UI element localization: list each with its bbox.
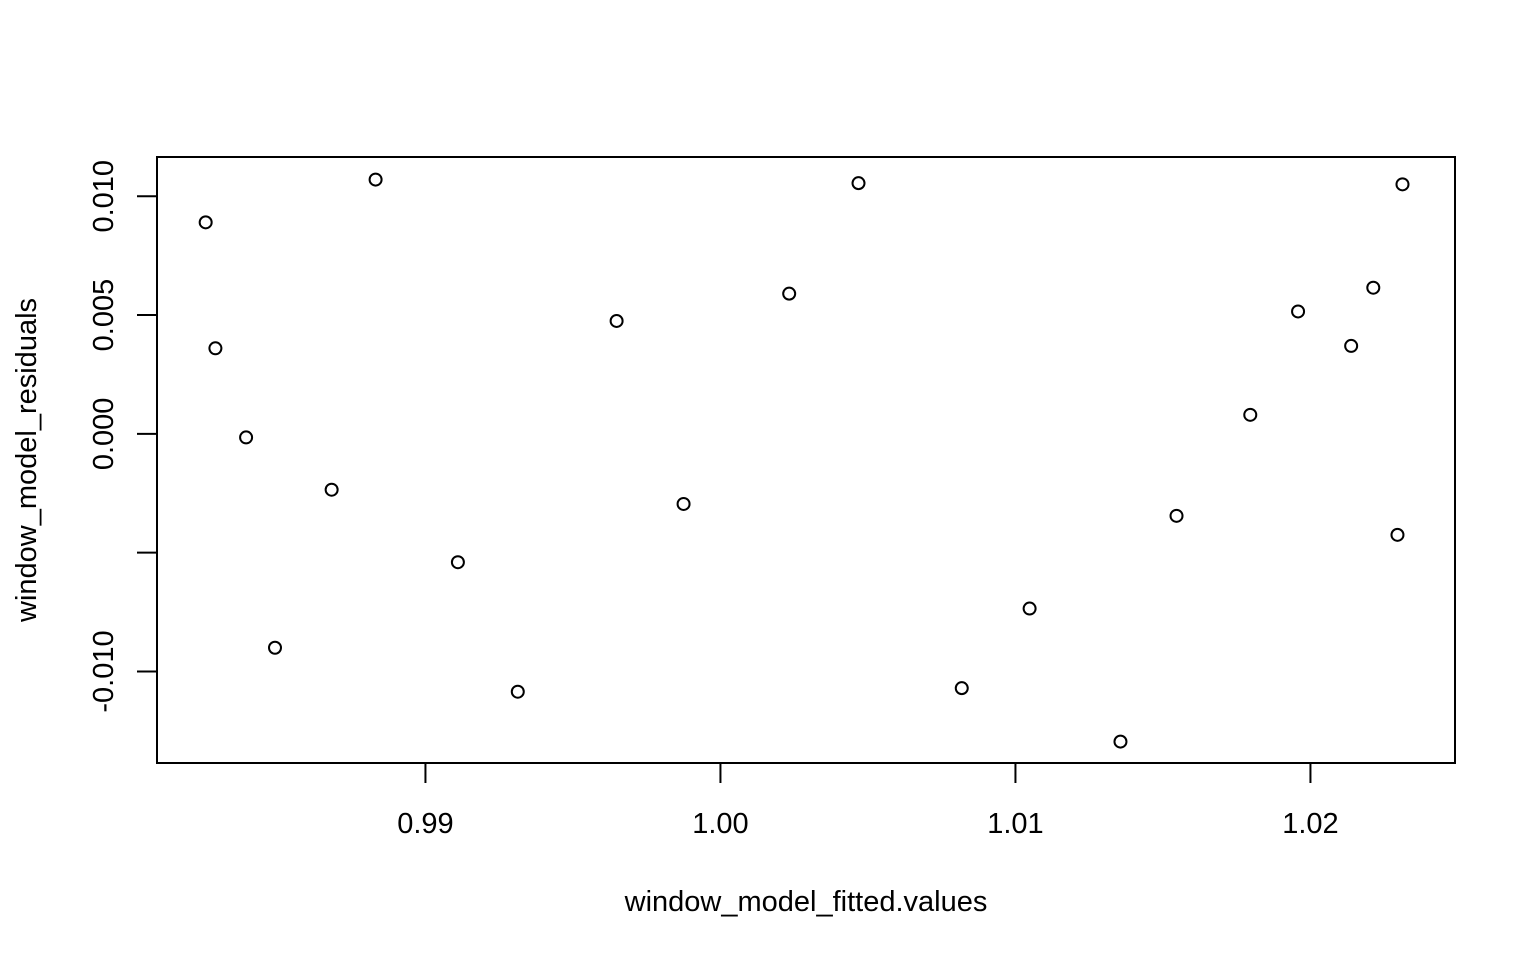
data-point [851, 176, 866, 191]
data-point [368, 172, 383, 187]
data-point [450, 555, 465, 570]
y-tick-label: 0.000 [88, 398, 120, 471]
y-tick-label: -0.010 [88, 630, 120, 712]
data-points [198, 172, 1410, 749]
data-point [1395, 177, 1410, 192]
x-tick-label: 1.00 [692, 808, 748, 840]
data-point [208, 341, 223, 356]
data-point [676, 496, 691, 511]
data-point [510, 684, 525, 699]
data-point [1344, 338, 1359, 353]
y-tick-label: 0.010 [88, 160, 120, 233]
data-point [239, 430, 254, 445]
data-point [1291, 304, 1306, 319]
data-point [954, 681, 969, 696]
x-axis-title: window_model_fitted.values [624, 886, 988, 918]
x-tick-label: 1.02 [1282, 808, 1338, 840]
x-axis: 0.99 1.00 1.01 1.02 [397, 762, 1339, 840]
data-point [1243, 407, 1258, 422]
y-tick-label: 0.005 [88, 279, 120, 352]
data-point [609, 313, 624, 328]
data-point [782, 286, 797, 301]
plot-frame [156, 156, 1456, 764]
x-tick-label: 0.99 [397, 808, 453, 840]
data-point [1022, 601, 1037, 616]
x-tick-label: 1.01 [987, 808, 1043, 840]
data-point [1366, 280, 1381, 295]
y-axis-title: window_model_residuals [11, 298, 43, 623]
data-point [198, 215, 213, 230]
data-point [1390, 527, 1405, 542]
data-point [1113, 734, 1128, 749]
y-axis: -0.010 0.000 0.005 0.010 [88, 160, 158, 713]
data-point [324, 482, 339, 497]
data-point [268, 640, 282, 655]
data-point [1169, 508, 1184, 523]
